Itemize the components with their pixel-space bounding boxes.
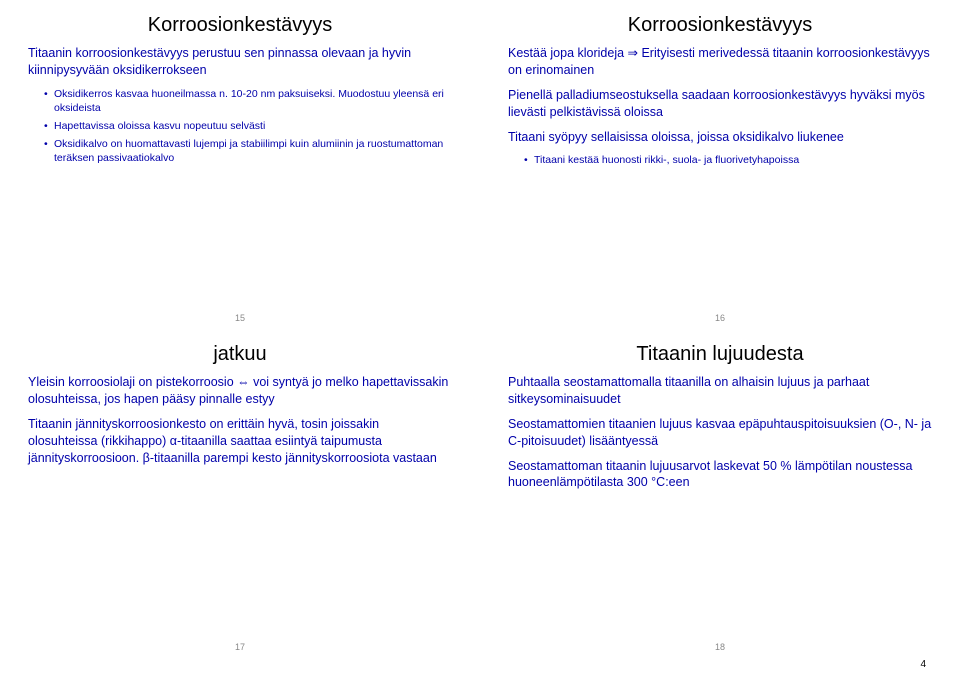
slide-body: Titaanin korroosionkestävyys perustuu se… [28,45,452,166]
para: Seostamattomien titaanien lujuus kasvaa … [508,416,932,450]
para: Yleisin korroosiolaji on pistekorroosio … [28,374,452,408]
para: Titaani syöpyy sellaisissa oloissa, jois… [508,129,932,146]
bullet: Oksidikerros kasvaa huoneilmassa n. 10-2… [46,87,452,115]
para: Kestää jopa klorideja ⇒ Erityisesti meri… [508,45,932,79]
para: Pienellä palladiumseostuksella saadaan k… [508,87,932,121]
slide-17: jatkuu Yleisin korroosiolaji on pistekor… [0,329,480,658]
slide-number: 18 [715,642,725,652]
bullet: Titaani kestää huonosti rikki-, suola- j… [526,153,932,167]
slide-body: Puhtaalla seostamattomalla titaanilla on… [508,374,932,491]
slide-16: Korroosionkestävyys Kestää jopa kloridej… [480,0,960,329]
slide-15: Korroosionkestävyys Titaanin korroosionk… [0,0,480,329]
slide-number: 15 [235,313,245,323]
para: Titaanin korroosionkestävyys perustuu se… [28,45,452,79]
slide-title: Korroosionkestävyys [508,14,932,37]
slide-body: Kestää jopa klorideja ⇒ Erityisesti meri… [508,45,932,168]
slide-title: jatkuu [28,343,452,366]
bullet: Hapettavissa oloissa kasvu nopeutuu selv… [46,119,452,133]
slide-grid: Korroosionkestävyys Titaanin korroosionk… [0,0,960,658]
para: Seostamattoman titaanin lujuusarvot lask… [508,458,932,492]
para: Puhtaalla seostamattomalla titaanilla on… [508,374,932,408]
page-number: 4 [920,659,926,670]
slide-title: Korroosionkestävyys [28,14,452,37]
slide-body: Yleisin korroosiolaji on pistekorroosio … [28,374,452,466]
bullet: Oksidikalvo on huomattavasti lujempi ja … [46,137,452,165]
slide-number: 17 [235,642,245,652]
slide-number: 16 [715,313,725,323]
slide-title: Titaanin lujuudesta [508,343,932,366]
para: Titaanin jännityskorroosionkesto on erit… [28,416,452,467]
slide-18: Titaanin lujuudesta Puhtaalla seostamatt… [480,329,960,658]
